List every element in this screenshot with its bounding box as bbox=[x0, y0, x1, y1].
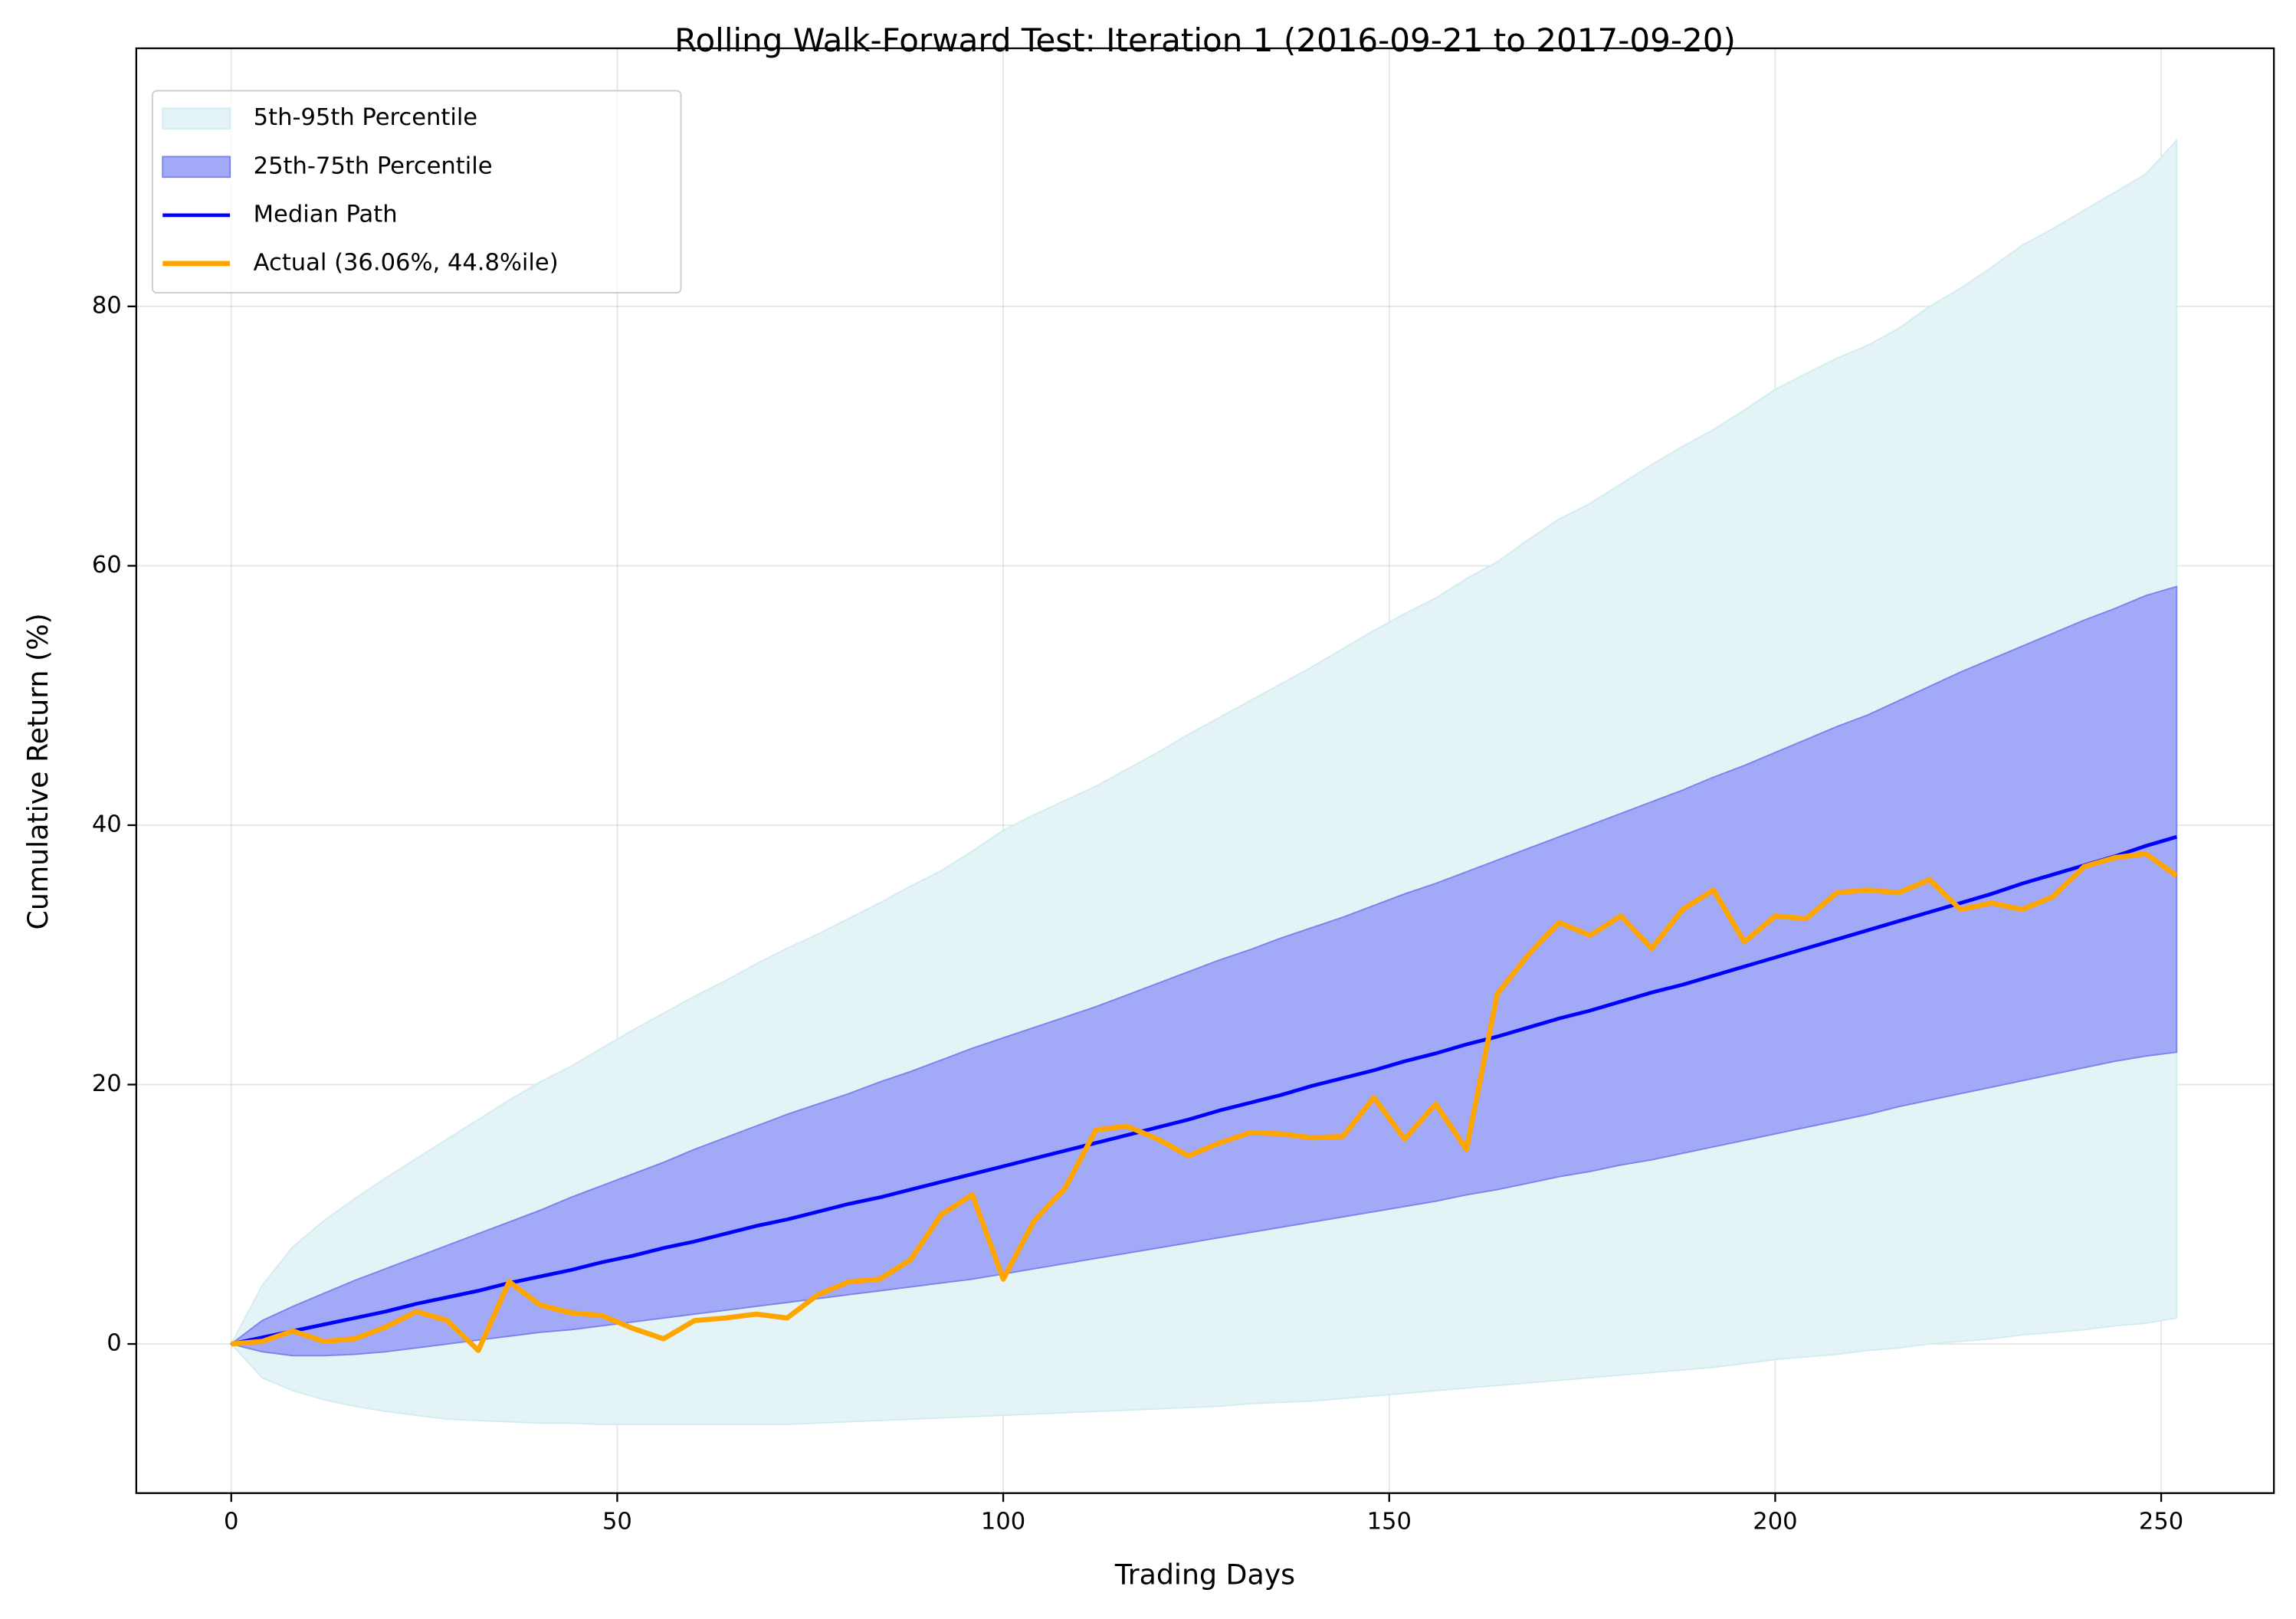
legend-label: 25th-75th Percentile bbox=[254, 152, 493, 179]
legend-label: Median Path bbox=[254, 201, 398, 228]
x-tick-label: 0 bbox=[224, 1508, 238, 1535]
y-tick-label: 40 bbox=[92, 811, 122, 837]
legend-swatch bbox=[162, 107, 231, 130]
legend-label: Actual (36.06%, 44.8%ile) bbox=[254, 249, 559, 276]
series-line bbox=[231, 834, 2177, 1346]
plot-area bbox=[229, 138, 2179, 1425]
x-tick-label: 50 bbox=[602, 1508, 632, 1535]
series-line bbox=[231, 850, 2179, 1353]
y-tick-label: 80 bbox=[92, 292, 122, 319]
x-tick-label: 100 bbox=[981, 1508, 1025, 1535]
legend-box bbox=[151, 90, 682, 294]
x-tick-label: 200 bbox=[1753, 1508, 1797, 1535]
y-tick-label: 60 bbox=[92, 552, 122, 578]
legend-label: 5th-95th Percentile bbox=[254, 104, 477, 131]
percentile-band bbox=[229, 585, 2178, 1357]
x-tick-label: 250 bbox=[2139, 1508, 2183, 1535]
legend-swatch bbox=[162, 156, 231, 179]
legend: 5th-95th Percentile 25th-75th Percentile M… bbox=[151, 90, 682, 294]
axes-frame bbox=[135, 47, 2275, 1494]
chart-title: Rolling Walk-Forward Test: Iteration 1 (… bbox=[674, 21, 1736, 59]
y-tick-label: 20 bbox=[92, 1070, 122, 1097]
x-axis-label: Trading Days bbox=[1114, 1558, 1295, 1591]
y-axis-label: Cumulative Return (%) bbox=[21, 613, 54, 929]
y-tick-label: 0 bbox=[107, 1330, 121, 1357]
x-tick-label: 150 bbox=[1367, 1508, 1412, 1535]
